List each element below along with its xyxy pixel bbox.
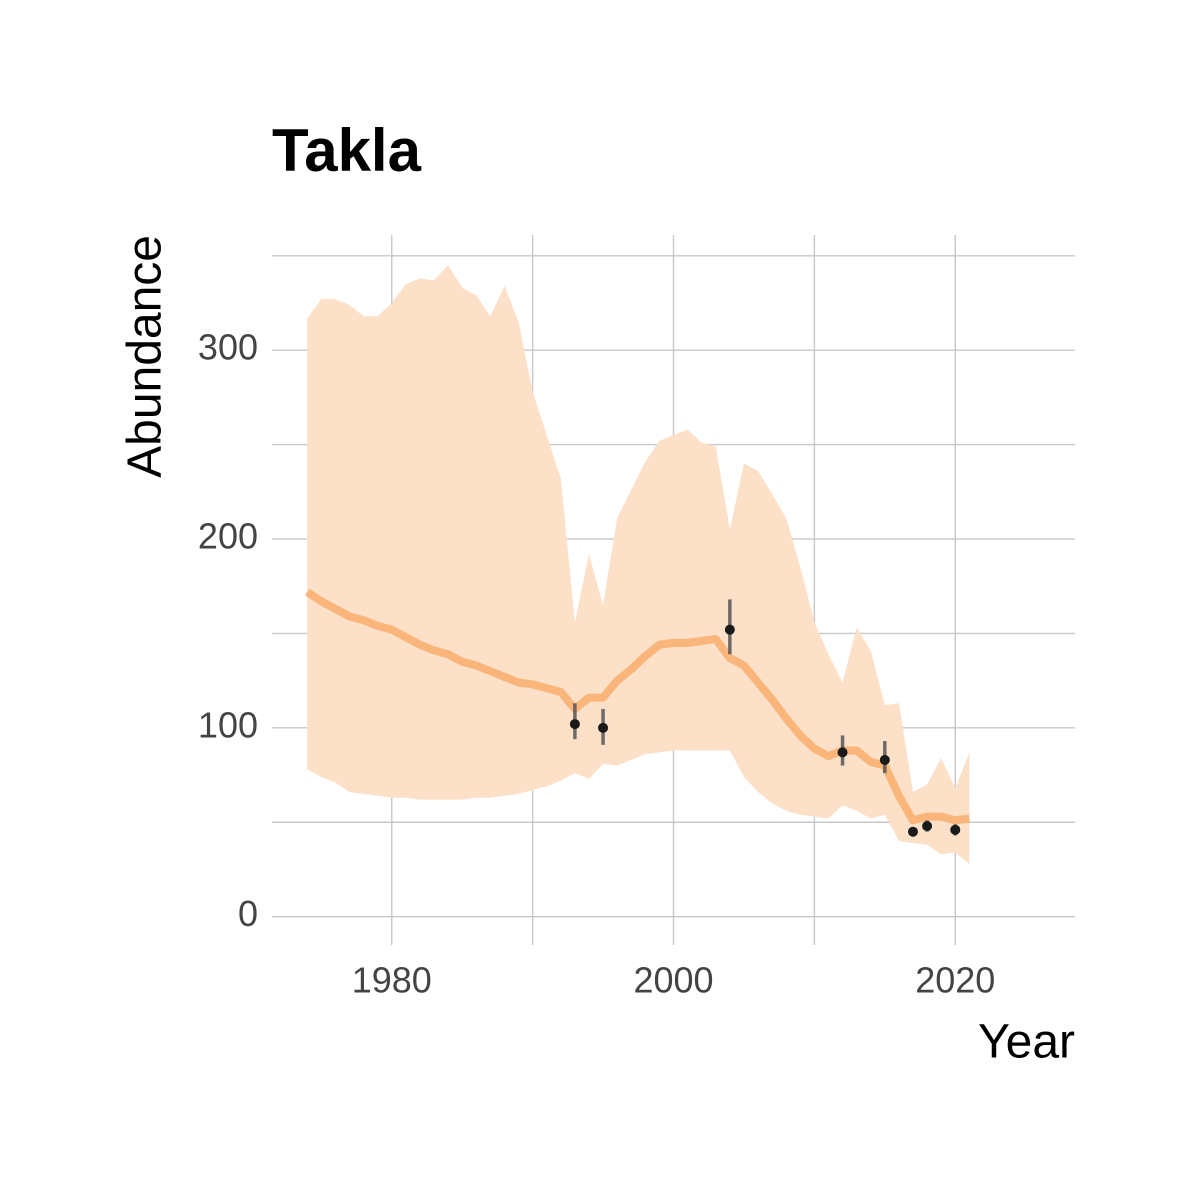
observation-point bbox=[598, 722, 609, 733]
x-tick-label: 1980 bbox=[352, 960, 432, 1001]
observation-point bbox=[950, 824, 961, 835]
observation-point bbox=[569, 719, 580, 730]
observation-point bbox=[837, 747, 848, 758]
y-tick-label: 200 bbox=[198, 516, 258, 557]
observation-point bbox=[724, 624, 735, 635]
x-tick-label: 2000 bbox=[633, 960, 713, 1001]
x-tick-label: 2020 bbox=[915, 960, 995, 1001]
y-axis-title: Abundance bbox=[119, 235, 172, 478]
y-tick-label: 300 bbox=[198, 327, 258, 368]
observation-point bbox=[907, 826, 918, 837]
confidence-band bbox=[307, 265, 970, 864]
y-tick-label: 100 bbox=[198, 704, 258, 745]
x-axis-title: Year bbox=[978, 1016, 1075, 1069]
y-tick-label: 0 bbox=[238, 893, 258, 934]
trend-line bbox=[304, 588, 970, 825]
observation-point bbox=[922, 821, 933, 832]
chart-title: Takla bbox=[272, 117, 422, 184]
observation-point bbox=[879, 754, 890, 765]
